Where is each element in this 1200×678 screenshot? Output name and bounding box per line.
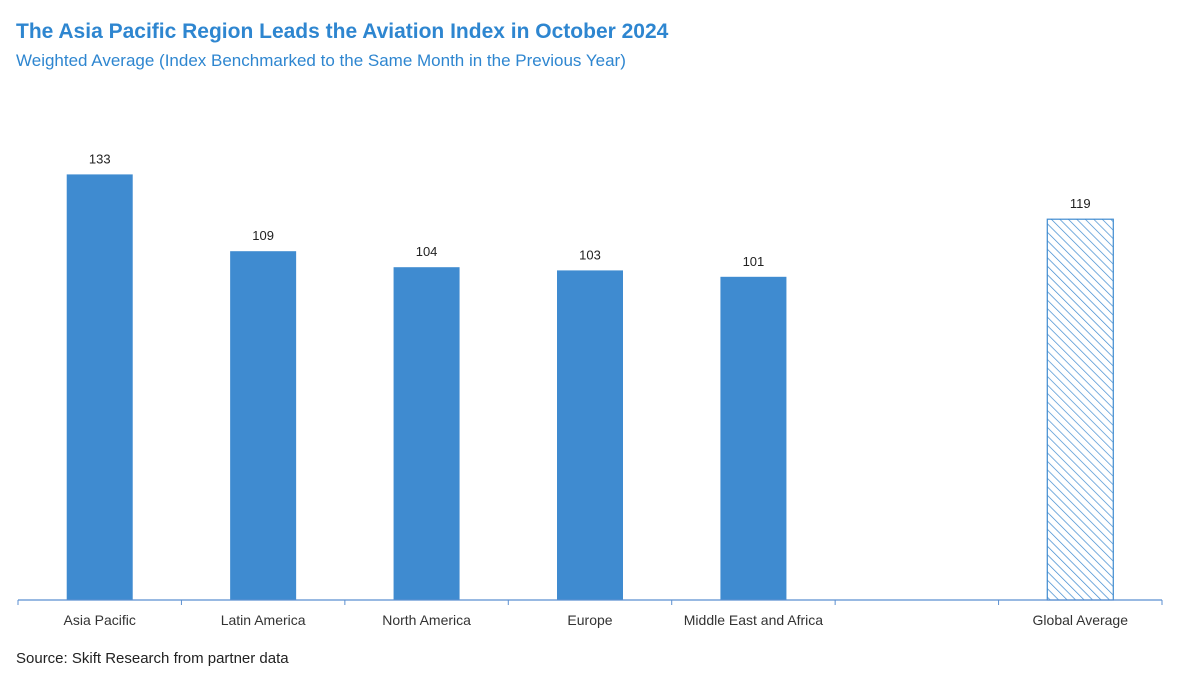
bar-latin-america — [230, 251, 297, 600]
data-label-north-america: 104 — [416, 244, 438, 259]
bar-north-america — [393, 267, 460, 600]
category-label-europe: Europe — [567, 612, 612, 628]
category-label-global-average: Global Average — [1033, 612, 1129, 628]
data-label-latin-america: 109 — [252, 228, 274, 243]
labels-layer: 133 Asia Pacific 109 Latin America 104 North … — [64, 151, 1129, 628]
category-label-asia-pacific: Asia Pacific — [64, 612, 136, 628]
bar-asia-pacific — [66, 174, 133, 600]
data-label-global-average: 119 — [1070, 196, 1091, 211]
data-label-europe: 103 — [579, 247, 601, 262]
chart-subtitle: Weighted Average (Index Benchmarked to t… — [16, 51, 626, 70]
bar-europe — [557, 270, 623, 600]
category-label-latin-america: Latin America — [221, 612, 306, 628]
chart-title: The Asia Pacific Region Leads the Aviati… — [16, 20, 669, 43]
data-label-middle-east-and-africa: 101 — [743, 254, 765, 269]
source-note: Source: Skift Research from partner data — [16, 650, 289, 667]
bars-layer — [66, 174, 1114, 601]
data-label-asia-pacific: 133 — [89, 151, 111, 166]
x-axis — [17, 599, 1163, 605]
category-label-north-america: North America — [382, 612, 471, 628]
category-label-middle-east-and-africa: Middle East and Africa — [684, 612, 824, 628]
bar-global-average — [1046, 218, 1114, 601]
bar-middle-east-and-africa — [720, 276, 787, 600]
